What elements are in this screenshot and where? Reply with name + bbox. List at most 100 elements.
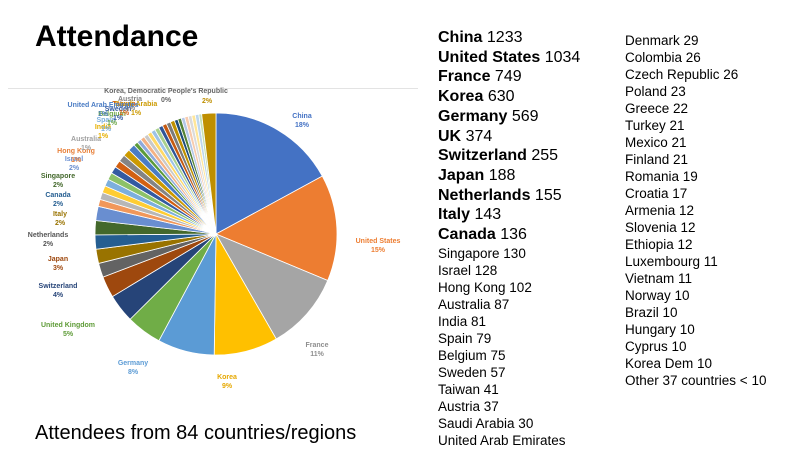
country-name: France xyxy=(438,68,491,86)
slice-label: Israel 2% xyxy=(65,156,83,172)
slice-label: United Kingdom 5% xyxy=(41,322,95,338)
slice-label-name: United Arab Emirates xyxy=(68,102,139,109)
slice-label: Korea, Democratic People's Republic 0% xyxy=(104,88,228,104)
country-item: Korea Dem 10 xyxy=(625,356,713,371)
slice-label: Sweden 1% xyxy=(105,106,131,122)
country-count: 155 xyxy=(534,186,562,204)
country-item: Ethiopia 12 xyxy=(625,237,693,252)
country-name: Italy xyxy=(438,206,471,224)
top-country-item: United States 1034 xyxy=(438,48,580,68)
slice-label-name: Australia xyxy=(71,136,101,143)
country-name: Switzerland xyxy=(438,147,527,165)
country-count: 630 xyxy=(487,88,515,106)
slice-label-name: Japan xyxy=(48,256,68,263)
slice-label-percent: 1% xyxy=(113,115,124,122)
slice-label-percent: 5% xyxy=(63,331,74,338)
slice-label-percent: 2% xyxy=(53,182,64,189)
slice-label-percent: 9% xyxy=(222,383,233,390)
slice-label: Germany 8% xyxy=(118,360,148,376)
top-country-item: France 749 xyxy=(438,67,580,87)
country-name: Germany xyxy=(438,107,508,125)
slice-label-percent: 2% xyxy=(69,165,80,172)
slice-label: Hong Kong 1% xyxy=(57,148,95,164)
country-name: UK xyxy=(438,127,462,145)
slice-label-name: Austria xyxy=(118,96,142,103)
country-item: Brazil 10 xyxy=(625,305,678,320)
slice-label: Singapore 2% xyxy=(41,173,75,189)
slice-label-name: India xyxy=(95,124,111,131)
slice-label: India 1% xyxy=(95,124,111,140)
country-item: India 81 xyxy=(438,313,487,329)
country-list-column-1: China 1233 United States 1034 France 749 Ko… xyxy=(438,28,580,449)
slice-label-name: United Kingdom xyxy=(41,322,95,329)
country-count: 136 xyxy=(500,226,527,244)
slice-label-name: Hong Kong xyxy=(57,148,95,155)
country-count: 143 xyxy=(474,206,502,224)
slice-label: Korea 9% xyxy=(217,374,237,390)
country-item: Cyprus 10 xyxy=(625,339,687,354)
slice-label-percent: 1% xyxy=(98,133,109,140)
country-name: Japan xyxy=(438,166,485,184)
country-item: Armenia 12 xyxy=(625,203,695,218)
slice-label-name: France xyxy=(306,342,329,349)
country-name: China xyxy=(438,29,483,46)
country-item: Saudi Arabia 30 xyxy=(438,415,534,431)
slice-label: Belgium 1% xyxy=(98,111,126,127)
country-count: 188 xyxy=(488,166,516,184)
slice-label-name: United States xyxy=(356,238,401,245)
slice-label: Taiwan 1% xyxy=(112,101,135,117)
pie-chart: China 18% United States 15% France 11% Korea 9%… xyxy=(8,85,428,397)
country-item: Croatia 17 xyxy=(625,186,688,201)
slice-label-percent: 2% xyxy=(43,241,54,248)
country-list-column-2: Denmark 29 Colombia 26 Czech Republic 26 Po… xyxy=(625,32,766,389)
slice-label-percent: 1% xyxy=(125,105,136,112)
country-name: Netherlands xyxy=(438,186,531,204)
slice-label-name: Spain xyxy=(96,117,115,124)
slice-label-percent: 4% xyxy=(53,292,64,299)
country-item: Norway 10 xyxy=(625,288,690,303)
slice-label-percent: 2% xyxy=(202,98,213,105)
country-count: 1034 xyxy=(544,48,581,66)
country-item: Hong Kong 102 xyxy=(438,279,532,295)
slice-label-name: Israel xyxy=(65,156,83,163)
slice-label-percent: 2% xyxy=(55,220,66,227)
slice-label-percent: 1% xyxy=(131,110,142,117)
top-country-item: Germany 569 xyxy=(438,107,580,127)
slice-label-name: Canada xyxy=(45,192,70,199)
top-country-item: Switzerland 255 xyxy=(438,146,580,166)
slice-label: United States 15% xyxy=(356,238,401,254)
page-title: Attendance xyxy=(35,20,199,53)
slice-label-name: Saudi Arabia xyxy=(115,101,158,108)
country-name: Korea xyxy=(438,88,484,106)
slice-label-percent: 15% xyxy=(371,247,386,254)
slice-label-name: Korea, Democratic People's Republic xyxy=(104,88,228,95)
slice-label-percent: 1% xyxy=(71,157,82,164)
slice-label-percent: 0% xyxy=(161,97,172,104)
slice-label: Austria 1% xyxy=(118,96,142,112)
slice-label: Japan 3% xyxy=(48,256,68,272)
caption: Attendees from 84 countries/regions xyxy=(35,422,357,444)
slice-label: Netherlands 2% xyxy=(28,232,69,248)
slice-label-percent: 1% xyxy=(107,120,118,127)
country-item: Colombia 26 xyxy=(625,50,701,65)
slice-label: China 18% xyxy=(292,113,312,129)
slice-label: Spain 1% xyxy=(96,117,115,133)
top-country-item: Japan 188 xyxy=(438,166,580,186)
country-item: Luxembourg 11 xyxy=(625,254,718,269)
country-item: Romania 19 xyxy=(625,169,698,184)
top-country-item: Italy 143 xyxy=(438,205,580,225)
country-item: Other 37 countries < 10 xyxy=(625,373,767,388)
country-item: Czech Republic 26 xyxy=(625,67,739,82)
country-item: Austria 37 xyxy=(438,398,499,414)
slice-label: France 11% xyxy=(306,342,329,358)
country-item: Taiwan 41 xyxy=(438,381,499,397)
country-item: Mexico 21 xyxy=(625,135,687,150)
top-country-item: China 1233 xyxy=(438,28,580,48)
country-item: Hungary 10 xyxy=(625,322,695,337)
top-country-item: Canada 136 xyxy=(438,225,580,245)
pie-slice xyxy=(215,112,323,235)
slice-label-percent: 11% xyxy=(310,351,324,358)
country-name: United States xyxy=(438,48,541,66)
country-item: Australia 87 xyxy=(438,296,510,312)
country-count: 1233 xyxy=(486,29,523,46)
